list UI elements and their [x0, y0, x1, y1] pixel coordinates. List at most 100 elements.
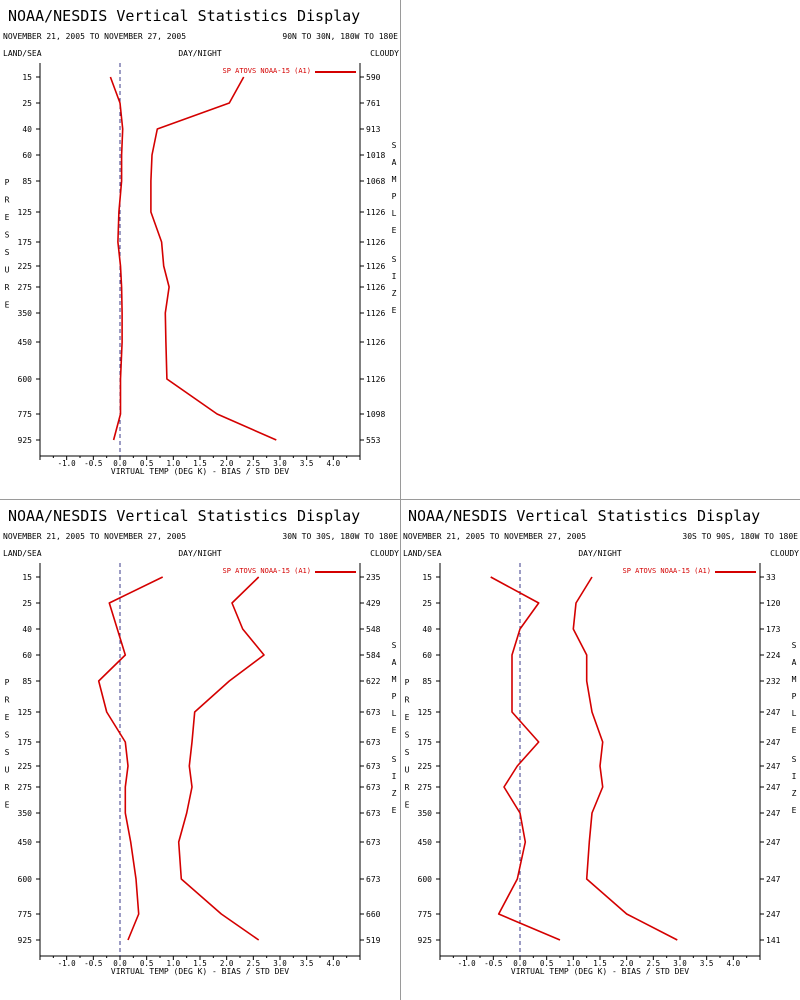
sample-size-label: 1018 [366, 151, 385, 160]
pressure-tick-label: 350 [18, 809, 33, 818]
sample-size-label: 761 [366, 99, 381, 108]
pressure-tick-label: 60 [22, 151, 32, 160]
date-range: NOVEMBER 21, 2005 TO NOVEMBER 27, 2005 [403, 532, 586, 541]
x-tick-label: 0.5 [140, 959, 154, 968]
x-tick-label: 3.0 [273, 959, 287, 968]
chart-title: NOAA/NESDIS Vertical Statistics Display [408, 507, 760, 525]
x-tick-label: -0.5 [84, 459, 102, 468]
chart-panel-1: NOAA/NESDIS Vertical Statistics Display N… [3, 7, 399, 476]
pressure-tick-label: 450 [18, 838, 33, 847]
sample-size-label: 247 [766, 875, 781, 884]
sample-size-label: 553 [366, 436, 381, 445]
pressure-tick-label: 775 [18, 910, 33, 919]
sample-size-label: 173 [766, 625, 781, 634]
x-axis-label: VIRTUAL TEMP (DEG K) - BIAS / STD DEV [511, 967, 689, 976]
sample-size-label: 660 [366, 910, 381, 919]
x-tick-label: 3.0 [673, 959, 687, 968]
sample-size-label: 913 [366, 125, 381, 134]
sample-size-label: 1126 [366, 238, 385, 247]
sample-size-label: 224 [766, 651, 781, 660]
sample-size-label: 1126 [366, 375, 385, 384]
sample-size-label: 33 [766, 573, 776, 582]
std-dev-series-line [177, 576, 265, 941]
day-night-label: DAY/NIGHT [178, 549, 222, 558]
x-tick-label: 1.5 [193, 959, 207, 968]
day-night-label: DAY/NIGHT [578, 549, 622, 558]
date-range: NOVEMBER 21, 2005 TO NOVEMBER 27, 2005 [3, 532, 186, 541]
legend-label: SP ATOVS NOAA-15 (A1) [222, 567, 311, 575]
x-tick-label: 1.5 [193, 459, 207, 468]
bias-series-line [97, 576, 164, 941]
sample-size-label: 247 [766, 783, 781, 792]
sample-size-label: 548 [366, 625, 381, 634]
vertical-divider [400, 0, 401, 1000]
x-axis-label: VIRTUAL TEMP (DEG K) - BIAS / STD DEV [111, 467, 289, 476]
pressure-tick-label: 85 [22, 677, 32, 686]
x-tick-label: 3.5 [300, 959, 314, 968]
pressure-tick-label: 85 [422, 677, 432, 686]
sample-size-label: 673 [366, 738, 381, 747]
pressure-tick-label: 15 [22, 573, 32, 582]
sample-size-label: 247 [766, 838, 781, 847]
pressure-tick-label: 25 [22, 99, 32, 108]
x-tick-label: 2.5 [647, 959, 661, 968]
legend-label: SP ATOVS NOAA-15 (A1) [622, 567, 711, 575]
pressure-tick-label: 275 [18, 783, 33, 792]
sample-size-label: 232 [766, 677, 781, 686]
x-tick-label: -0.5 [484, 959, 502, 968]
region-label: 30N TO 30S, 180W TO 180E [282, 532, 398, 541]
date-range: NOVEMBER 21, 2005 TO NOVEMBER 27, 2005 [3, 32, 186, 41]
x-tick-label: 4.0 [327, 959, 341, 968]
sample-size-label: 519 [366, 936, 381, 945]
x-tick-label: 0.0 [513, 959, 527, 968]
region-label: 90N TO 30N, 180W TO 180E [282, 32, 398, 41]
sample-size-label: 429 [366, 599, 381, 608]
x-tick-label: 2.0 [620, 959, 634, 968]
sample-size-label: 673 [366, 809, 381, 818]
pressure-tick-label: 125 [18, 708, 33, 717]
pressure-tick-label: 275 [18, 283, 33, 292]
pressure-tick-label: 40 [422, 625, 432, 634]
x-tick-label: 1.0 [167, 459, 181, 468]
pressure-tick-label: 25 [22, 599, 32, 608]
sample-size-label: 584 [366, 651, 381, 660]
std-dev-series-line [150, 76, 277, 441]
x-tick-label: 0.5 [140, 459, 154, 468]
sample-size-label: 1126 [366, 262, 385, 271]
x-tick-label: 3.0 [273, 459, 287, 468]
sample-size-label: 673 [366, 783, 381, 792]
horizontal-divider [0, 499, 800, 500]
pressure-tick-label: 600 [18, 375, 33, 384]
sample-size-label: 247 [766, 910, 781, 919]
x-tick-label: 2.0 [220, 459, 234, 468]
chart-title: NOAA/NESDIS Vertical Statistics Display [8, 507, 360, 525]
pressure-tick-label: 225 [418, 762, 433, 771]
pressure-tick-label: 175 [18, 738, 33, 747]
x-axis-label: VIRTUAL TEMP (DEG K) - BIAS / STD DEV [111, 967, 289, 976]
pressure-tick-label: 85 [22, 177, 32, 186]
x-tick-label: 3.5 [300, 459, 314, 468]
sample-size-label: 1126 [366, 208, 385, 217]
pressure-tick-label: 125 [418, 708, 433, 717]
sample-size-label: 673 [366, 875, 381, 884]
pressure-tick-label: 350 [18, 309, 33, 318]
sample-size-label: 1126 [366, 283, 385, 292]
x-tick-label: 4.0 [327, 459, 341, 468]
pressure-tick-label: 175 [18, 238, 33, 247]
land-sea-label: LAND/SEA [3, 49, 42, 58]
pressure-tick-label: 775 [418, 910, 433, 919]
cloudy-label: CLOUDY [370, 49, 399, 58]
x-tick-label: 1.0 [567, 959, 581, 968]
x-tick-label: -1.0 [58, 959, 77, 968]
pressure-tick-label: 600 [18, 875, 33, 884]
sample-size-label: 1126 [366, 338, 385, 347]
pressure-tick-label: 925 [418, 936, 433, 945]
chart-panel-2: NOAA/NESDIS Vertical Statistics Display N… [3, 507, 399, 976]
pressure-tick-label: 450 [18, 338, 33, 347]
bias-series-line [109, 76, 124, 441]
x-tick-label: 2.5 [247, 459, 261, 468]
